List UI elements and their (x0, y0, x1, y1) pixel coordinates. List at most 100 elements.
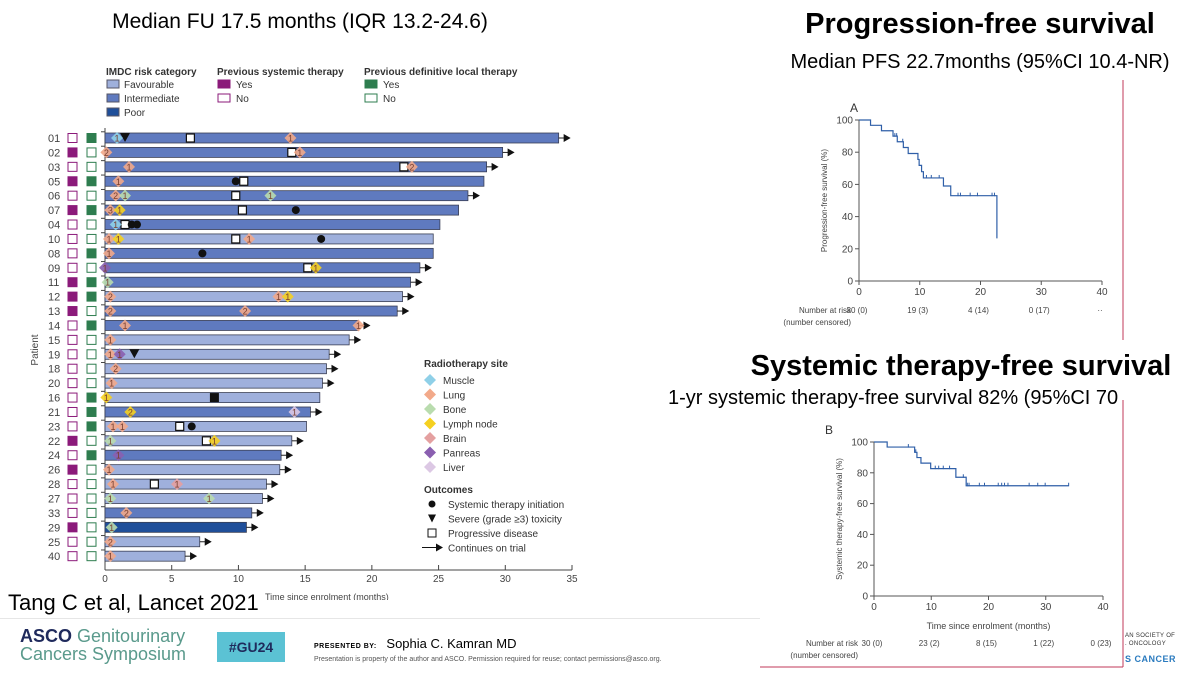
radiotherapy-bone-marker-count: 1 (123, 191, 128, 201)
continues-arrow-head (472, 191, 480, 200)
y-tick-label: 0 (847, 277, 853, 288)
previous-systemic-marker (67, 507, 78, 518)
radiotherapy-bone-marker-count: 1 (109, 523, 114, 533)
patient-id: 33 (48, 508, 60, 520)
previous-systemic-marker (67, 536, 78, 547)
systemic-initiation-marker (187, 422, 196, 431)
presented-by-label: PRESENTED BY: (314, 643, 377, 650)
x-tick-label: 20 (366, 574, 378, 585)
radiotherapy-lymph_node-marker-count: 1 (313, 263, 318, 273)
progression-marker (149, 479, 159, 489)
risk-table-label: Number at risk (806, 639, 859, 648)
risk-table-value: 0 (23) (1091, 639, 1112, 648)
patient-bar (104, 348, 330, 360)
presenter-name: Sophia C. Kamran MD (386, 636, 517, 651)
patient-row: 26 1 (48, 462, 292, 477)
radiotherapy-lung-marker-count: 1 (356, 321, 361, 331)
previous-systemic-marker (67, 551, 78, 562)
radiotherapy-lung-marker (109, 189, 122, 202)
radiotherapy-bone-marker (104, 434, 117, 447)
progression-marker (231, 191, 241, 201)
asco-logo-bold: ASCO (20, 626, 73, 646)
radiotherapy-lymph_node-marker-count: 2 (128, 407, 133, 417)
radiotherapy-lung-marker-count: 2 (243, 307, 248, 317)
x-tick-label: 10 (233, 574, 245, 585)
patient-row: 06 2 1 1 (48, 188, 480, 203)
previous-local-marker (86, 421, 97, 432)
radiotherapy-bone-marker (264, 189, 277, 202)
x-tick-label: 35 (566, 574, 578, 585)
patient-id: 26 (48, 465, 60, 477)
previous-systemic-marker (67, 161, 78, 172)
x-tick-label: 0 (102, 574, 108, 585)
patient-bar (104, 435, 293, 447)
radiotherapy-panreas-marker (99, 261, 111, 274)
patient-row: 29 1 (48, 520, 259, 534)
x-tick-label: 0 (871, 602, 877, 613)
radiotherapy-lymph_node-marker (124, 405, 137, 418)
radiotherapy-lung-marker (284, 132, 297, 144)
continues-arrow-head (251, 523, 259, 532)
radiotherapy-panreas-marker (112, 449, 125, 462)
x-tick-label: 20 (983, 602, 995, 613)
presented-by: PRESENTED BY: Sophia C. Kamran MD (314, 636, 516, 651)
radiotherapy-lymph_node-marker (208, 434, 221, 447)
previous-local-marker (86, 464, 97, 475)
patient-bar (104, 291, 403, 303)
patient-row: 12 2 1 1 (48, 289, 415, 304)
radiotherapy-lung-marker-count: 1 (120, 422, 125, 432)
patient-row: 21 2 1 (48, 405, 323, 419)
panel-label: A (850, 101, 858, 115)
legend-diamond-lymph_node (424, 417, 436, 430)
legend-diamond-panreas (424, 446, 436, 459)
radiotherapy-brain-marker-count: 1 (175, 480, 180, 490)
x-tick-label: 20 (975, 287, 987, 298)
panel-label: B (825, 423, 833, 437)
previous-local-marker (86, 479, 97, 490)
radiotherapy-lung-marker (100, 146, 113, 159)
radiotherapy-lung-marker-count: 1 (288, 134, 293, 144)
previous-local-marker (86, 248, 97, 259)
y-tick-label: 20 (842, 244, 854, 255)
stfs-km-plot: B 0 20 40 60 80 100 0 10 20 30 40 Systemic therapy-f… (760, 400, 1124, 668)
x-tick-label: 10 (914, 287, 926, 298)
previous-systemic-marker (67, 233, 78, 244)
radiotherapy-lung-marker (107, 478, 120, 491)
legend-swatch-local-yes (364, 79, 378, 89)
radiotherapy-lung-marker-count: 2 (124, 508, 129, 518)
patient-row: 15 1 (48, 333, 362, 347)
previous-local-marker (86, 536, 97, 547)
patient-id: 16 (48, 393, 60, 405)
patient-id: 10 (48, 234, 60, 246)
radiotherapy-lymph_node-marker-count: 1 (116, 234, 121, 244)
previous-local-marker (86, 161, 97, 172)
risk-table-value: 30 (0) (847, 306, 868, 315)
continues-arrow-head (407, 292, 415, 301)
patient-bar (104, 132, 560, 144)
radiotherapy-lung-marker-count: 1 (297, 148, 302, 158)
radiotherapy-lung-marker-count: 3 (108, 206, 113, 216)
radiotherapy-lung-marker (105, 377, 118, 390)
previous-systemic-marker (67, 248, 78, 259)
previous-systemic-marker (67, 349, 78, 360)
patient-bar (104, 420, 307, 432)
radiotherapy-liver-marker-count: 1 (292, 407, 297, 417)
patient-id: 21 (48, 407, 60, 419)
y-tick-label: 40 (842, 212, 854, 223)
previous-systemic-marker (67, 334, 78, 345)
patient-row: 24 1 (48, 448, 294, 462)
stfs-subtitle: 1-yr systemic therapy-free survival 82% … (668, 387, 1119, 409)
previous-systemic-marker (67, 176, 78, 187)
patient-bar (104, 449, 282, 461)
previous-local-marker (86, 493, 97, 504)
radiotherapy-lung-marker (119, 319, 132, 332)
patient-row: 22 1 1 (48, 434, 304, 448)
radiotherapy-lung-marker (104, 333, 117, 346)
patient-row: 09 1 1 (48, 261, 432, 275)
previous-systemic-marker (67, 190, 78, 201)
legend-diamond-lung (424, 388, 436, 401)
patient-bar (104, 262, 421, 274)
previous-local-marker (86, 133, 97, 143)
patient-row: 16 1 (48, 390, 321, 405)
radiotherapy-muscle-marker-count: 1 (113, 220, 118, 230)
